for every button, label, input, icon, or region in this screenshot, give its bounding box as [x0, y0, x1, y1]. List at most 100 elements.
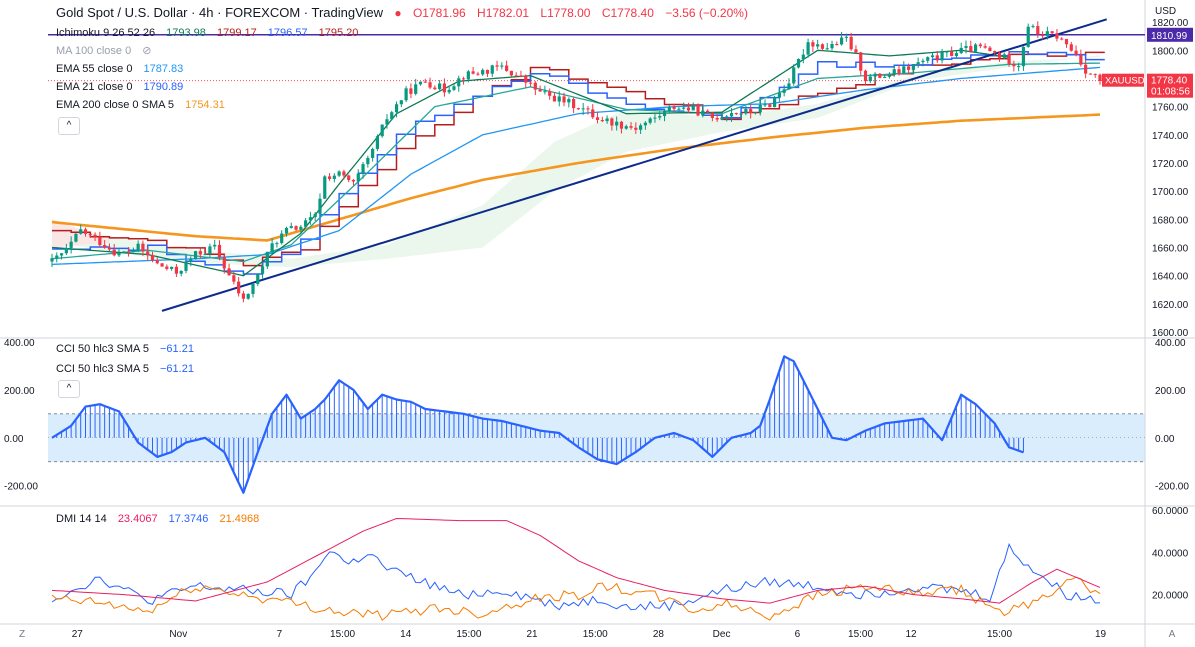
candle: [873, 73, 877, 77]
candle: [275, 243, 279, 245]
ohlc-high: H1782.01: [477, 6, 530, 20]
candle: [251, 283, 255, 294]
hidden-eye-icon[interactable]: ⊘: [142, 45, 152, 57]
candle: [385, 119, 389, 125]
dmi-legend[interactable]: DMI 14 14 23.4067 17.3746 21.4968: [56, 512, 267, 526]
ema55-value: 1787.83: [143, 63, 184, 75]
candle: [141, 243, 145, 252]
candle: [749, 108, 753, 114]
candle: [768, 104, 772, 108]
candle: [634, 127, 638, 130]
candle: [308, 217, 313, 221]
price-tick-label: 1620.00: [1152, 300, 1189, 311]
ema55-line: [51, 66, 1101, 266]
candle: [438, 83, 442, 90]
candle: [844, 36, 848, 38]
candle: [595, 117, 600, 121]
collapse-cci-button[interactable]: ^: [58, 380, 80, 398]
cci-legend-2[interactable]: CCI 50 hlc3 SMA 5 −61.21: [56, 362, 202, 376]
candle: [816, 44, 820, 47]
candle: [117, 253, 121, 256]
zoom-icon[interactable]: Z: [19, 629, 25, 640]
candle: [260, 266, 265, 274]
collapse-legend-button[interactable]: ^: [58, 117, 80, 135]
candle: [906, 66, 911, 70]
ema200-legend[interactable]: EMA 200 close 0 SMA 5 1754.31: [56, 98, 233, 112]
candle: [902, 66, 906, 74]
candle: [428, 82, 432, 88]
candle: [356, 173, 360, 182]
candle: [256, 273, 260, 284]
auto-scale-icon[interactable]: A: [1169, 629, 1176, 640]
ema21-label: EMA 21 close 0: [56, 81, 133, 93]
time-tick-label: 14: [400, 629, 412, 640]
candle: [174, 266, 179, 274]
ohlc-open: O1781.96: [412, 6, 466, 20]
candle: [418, 81, 423, 85]
candle: [122, 251, 126, 254]
candle: [524, 75, 528, 83]
candle: [533, 82, 537, 90]
alert-icon[interactable]: ●: [394, 6, 402, 20]
candle: [1098, 74, 1102, 81]
candle: [897, 69, 901, 74]
candle: [883, 76, 887, 78]
ema55-legend[interactable]: EMA 55 close 0 1787.83: [56, 62, 191, 76]
candle: [691, 105, 695, 111]
ma100-legend[interactable]: MA 100 close 0 ⊘: [56, 44, 160, 58]
cci-tick-label-left: 200.00: [4, 386, 35, 397]
candle: [1002, 54, 1006, 58]
candle: [69, 241, 73, 248]
ema200-label: EMA 200 close 0 SMA 5: [56, 99, 175, 111]
candle: [371, 148, 375, 158]
candle: [682, 107, 686, 109]
cci-tick-label: 0.00: [1155, 434, 1175, 445]
candle: [136, 243, 140, 251]
candle: [208, 246, 212, 255]
candle: [112, 249, 116, 256]
candle: [170, 266, 174, 269]
candle: [433, 87, 437, 90]
candle: [528, 82, 533, 84]
candle: [983, 46, 987, 48]
candle: [935, 55, 939, 61]
candle: [189, 258, 193, 262]
candle: [677, 108, 681, 110]
candle: [581, 108, 585, 110]
candle: [347, 175, 351, 181]
candle: [643, 122, 647, 126]
cci-legend-1[interactable]: CCI 50 hlc3 SMA 5 −61.21: [56, 342, 202, 356]
candle: [610, 118, 614, 126]
cci-tick-label-left: -200.00: [4, 482, 38, 493]
candle: [461, 78, 466, 80]
candle: [787, 83, 791, 90]
candle: [849, 36, 853, 50]
candle: [562, 96, 566, 103]
chart-title: Gold Spot / U.S. Dollar · 4h · FOREXCOM …: [56, 5, 384, 20]
ema21-legend[interactable]: EMA 21 close 0 1790.89: [56, 80, 191, 94]
candle: [619, 121, 624, 129]
candle: [98, 236, 102, 246]
candle: [442, 83, 447, 93]
level-price-label: 1810.99: [1151, 31, 1188, 42]
candle: [203, 254, 207, 256]
candle: [160, 263, 164, 267]
candle: [423, 81, 427, 83]
candle: [519, 75, 523, 77]
candle: [193, 251, 198, 259]
time-tick-label: Nov: [169, 629, 187, 640]
candle: [280, 233, 284, 244]
candle: [457, 78, 461, 87]
candle: [323, 176, 327, 199]
candle: [361, 164, 365, 174]
candle: [514, 75, 518, 77]
candle: [600, 120, 604, 122]
ichimoku-legend[interactable]: Ichimoku 9 26 52 26 1793.98 1799.17 1796…: [56, 26, 366, 40]
price-tick-label: 1680.00: [1152, 215, 1189, 226]
price-tick-label: 1740.00: [1152, 131, 1189, 142]
candle: [725, 116, 729, 118]
price-tick-label: 1820.00: [1152, 18, 1189, 29]
candle: [605, 118, 609, 122]
candle: [658, 116, 662, 118]
